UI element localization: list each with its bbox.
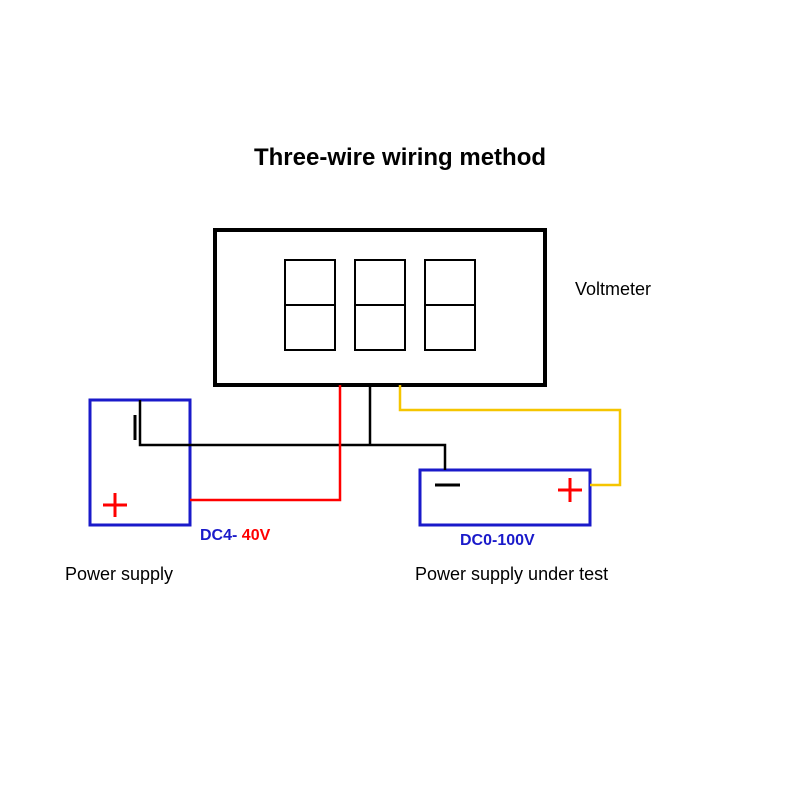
- diagram-title: Three-wire wiring method: [254, 144, 546, 171]
- power-under-test-range: DC0-100V: [460, 532, 535, 549]
- power-supply-range: DC4- 40V: [200, 527, 271, 544]
- power-supply-label: Power supply: [65, 564, 173, 584]
- voltmeter-digits: [285, 260, 475, 350]
- wiring-diagram: Three-wire wiring method Voltmeter Power…: [0, 0, 800, 800]
- power-under-test-label: Power supply under test: [415, 564, 608, 584]
- voltmeter-label: Voltmeter: [575, 279, 651, 299]
- power-supply-positive-icon: [103, 493, 127, 517]
- power-under-test-positive-icon: [558, 478, 582, 502]
- wire-red: [190, 385, 340, 500]
- power-under-test-box: [420, 470, 590, 525]
- voltmeter-box: [215, 230, 545, 385]
